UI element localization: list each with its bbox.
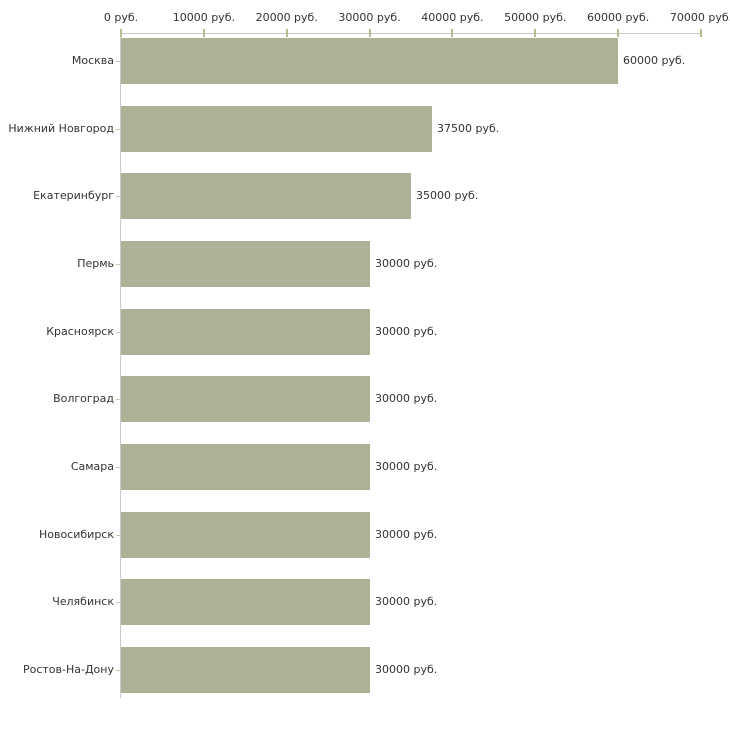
x-axis-tick-label: 70000 руб. [669, 11, 730, 24]
x-axis-tick [120, 29, 122, 37]
x-axis-tick-label: 50000 руб. [504, 11, 567, 24]
x-axis-tick [700, 29, 702, 37]
x-axis-tick [534, 29, 537, 37]
x-axis-tick [202, 29, 205, 37]
category-label: Екатеринбург [33, 189, 114, 202]
bar [121, 444, 370, 490]
bar [121, 309, 370, 355]
value-label: 30000 руб. [375, 528, 438, 541]
category-label: Пермь [77, 257, 114, 270]
y-axis-tick [116, 535, 120, 536]
bar [121, 38, 618, 84]
value-label: 30000 руб. [375, 663, 438, 676]
bar [121, 647, 370, 693]
x-axis-tick-label: 40000 руб. [421, 11, 484, 24]
bar [121, 241, 370, 287]
x-axis-tick [451, 29, 454, 37]
bar [121, 106, 432, 152]
x-axis-tick [285, 29, 288, 37]
value-label: 37500 руб. [437, 122, 500, 135]
y-axis-tick [116, 332, 120, 333]
category-label: Нижний Новгород [8, 122, 114, 135]
x-axis-tick [617, 29, 620, 37]
category-label: Волгоград [53, 392, 114, 405]
y-axis-tick [116, 61, 120, 62]
value-label: 30000 руб. [375, 325, 438, 338]
y-axis-tick [116, 670, 120, 671]
y-axis-tick [116, 602, 120, 603]
y-axis-tick [116, 467, 120, 468]
x-axis-tick-label: 60000 руб. [587, 11, 650, 24]
y-axis-tick [116, 129, 120, 130]
x-axis-tick-label: 0 руб. [103, 11, 139, 24]
bar [121, 173, 411, 219]
category-label: Челябинск [52, 595, 114, 608]
bar [121, 376, 370, 422]
value-label: 35000 руб. [416, 189, 479, 202]
value-label: 30000 руб. [375, 595, 438, 608]
x-axis-tick-label: 20000 руб. [255, 11, 318, 24]
y-axis-tick [116, 399, 120, 400]
value-label: 30000 руб. [375, 257, 438, 270]
x-axis-tick-label: 30000 руб. [338, 11, 401, 24]
category-label: Ростов-На-Дону [22, 663, 114, 676]
x-axis-tick [368, 29, 371, 37]
value-label: 30000 руб. [375, 392, 438, 405]
category-label: Москва [71, 54, 114, 67]
y-axis-line [120, 33, 121, 698]
x-axis-tick-label: 10000 руб. [172, 11, 235, 24]
category-label: Красноярск [46, 325, 114, 338]
y-axis-tick [116, 196, 120, 197]
category-label: Новосибирск [38, 528, 114, 541]
value-label: 60000 руб. [623, 54, 686, 67]
y-axis-tick [116, 264, 120, 265]
bar [121, 579, 370, 625]
bar [121, 512, 370, 558]
x-axis-line [121, 33, 702, 34]
category-label: Самара [70, 460, 114, 473]
value-label: 30000 руб. [375, 460, 438, 473]
